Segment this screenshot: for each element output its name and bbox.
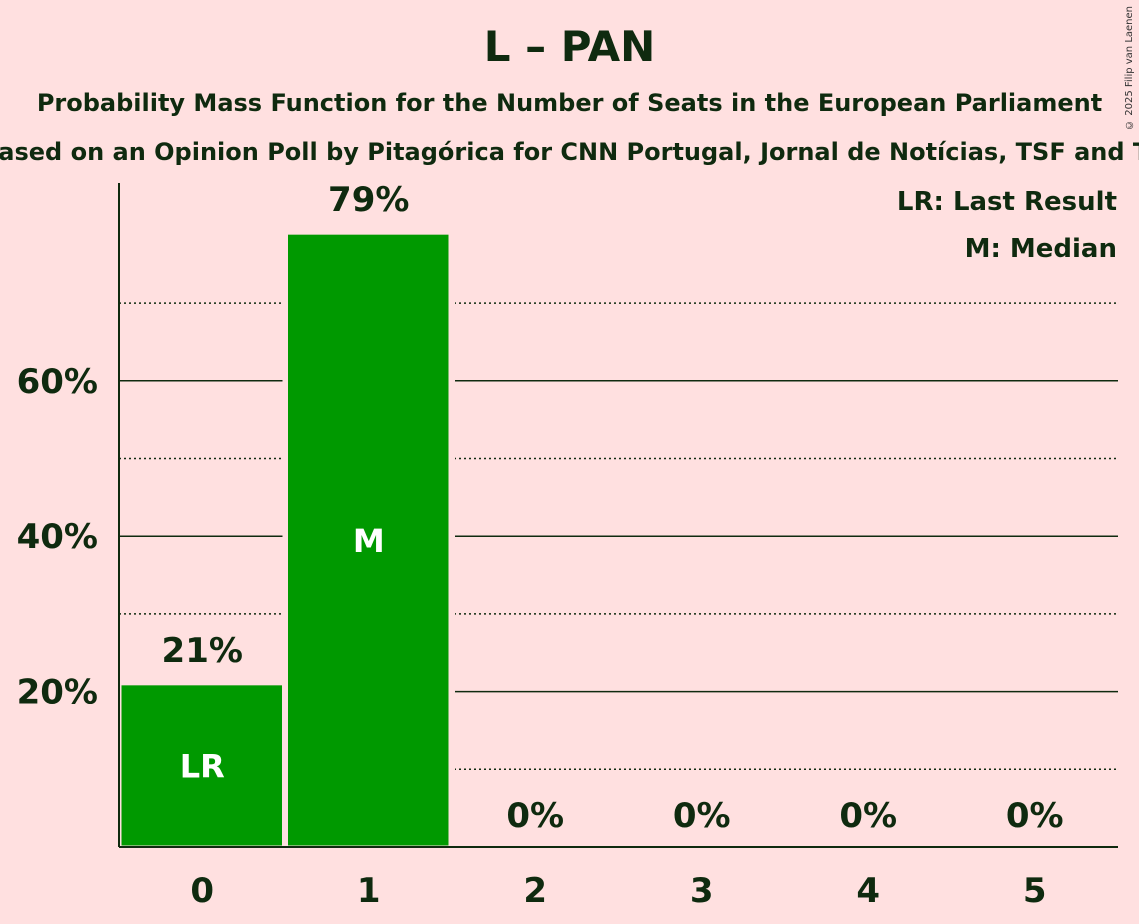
y-tick-label: 20%: [17, 673, 98, 713]
x-tick-label: 4: [856, 871, 880, 911]
x-tick-label: 5: [1023, 871, 1047, 911]
bar-separator: [449, 183, 455, 847]
chart-subtitle: Probability Mass Function for the Number…: [36, 89, 1103, 117]
x-tick-label: 1: [357, 871, 381, 911]
bar: [285, 231, 452, 849]
legend-entry: LR: Last Result: [897, 187, 1117, 217]
y-tick-label: 60%: [17, 362, 98, 402]
bar-value-label: 21%: [162, 631, 243, 671]
x-tick-label: 2: [523, 871, 547, 911]
legend-entry: M: Median: [965, 234, 1117, 264]
bar-value-label: 0%: [839, 796, 897, 836]
y-tick-label: 40%: [17, 517, 98, 557]
x-tick-label: 0: [190, 871, 214, 911]
x-tick-label: 3: [690, 871, 714, 911]
chart-source-line: Based on an Opinion Poll by Pitagórica f…: [0, 138, 1139, 166]
bar-marker-label: M: [353, 522, 385, 560]
bar-value-label: 0%: [1006, 796, 1064, 836]
chart-title: L – PAN: [483, 22, 656, 71]
bar-marker-label: LR: [180, 747, 225, 785]
bar-value-label: 0%: [506, 796, 564, 836]
bar-value-label: 79%: [328, 180, 409, 220]
bar-value-label: 0%: [673, 796, 731, 836]
